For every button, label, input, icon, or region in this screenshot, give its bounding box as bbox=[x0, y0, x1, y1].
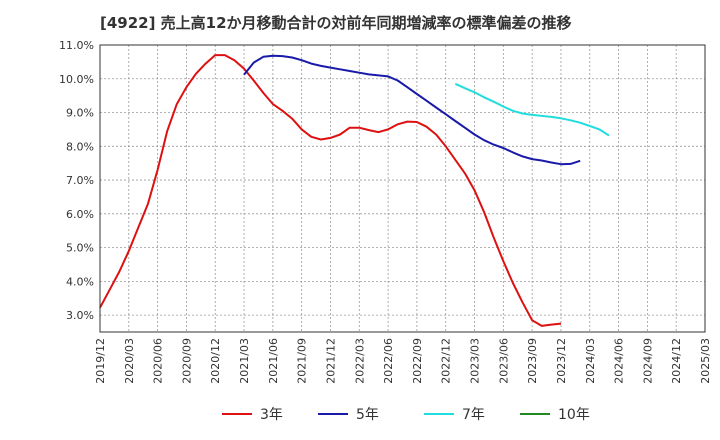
x-tick-label: 2021/03 bbox=[238, 338, 251, 384]
x-tick-label: 2020/06 bbox=[152, 338, 165, 384]
x-tick-label: 2024/06 bbox=[613, 338, 626, 384]
x-axis-ticks: 2019/12 2020/03 2020/06 2020/09 2020/12 2021/… bbox=[94, 338, 712, 384]
chart-title: [4922] 売上高12か月移動合計の対前年同期増減率の標準偏差の推移 bbox=[100, 14, 572, 32]
legend-label: 7年 bbox=[462, 407, 485, 423]
x-tick-label: 2022/03 bbox=[353, 338, 366, 384]
grid bbox=[99, 44, 706, 332]
series-line-2 bbox=[243, 54, 581, 166]
x-tick-label: 2023/06 bbox=[497, 338, 510, 384]
x-tick-label: 2021/06 bbox=[267, 338, 280, 384]
legend-item: 5年 bbox=[318, 404, 379, 424]
x-tick-label: 2024/09 bbox=[641, 338, 654, 384]
x-tick-label: 2022/12 bbox=[440, 338, 453, 384]
y-tick-label: 7.0% bbox=[66, 174, 94, 187]
legend-swatch bbox=[318, 413, 348, 415]
y-tick-label: 5.0% bbox=[66, 242, 94, 255]
legend-swatch bbox=[520, 413, 550, 415]
x-tick-label: 2020/12 bbox=[209, 338, 222, 384]
y-tick-label: 10.0% bbox=[59, 73, 94, 86]
y-tick-label: 3.0% bbox=[66, 309, 94, 322]
legend: 3年 5年 7年 10年 bbox=[0, 404, 720, 428]
y-tick-label: 6.0% bbox=[66, 208, 94, 221]
y-tick-label: 8.0% bbox=[66, 140, 94, 153]
x-tick-label: 2021/09 bbox=[296, 338, 309, 384]
x-tick-label: 2020/09 bbox=[180, 338, 193, 384]
series-line-3 bbox=[454, 82, 610, 137]
x-tick-label: 2022/06 bbox=[382, 338, 395, 384]
legend-label: 5年 bbox=[356, 407, 379, 423]
x-tick-label: 2020/03 bbox=[123, 338, 136, 384]
x-tick-label: 2024/12 bbox=[670, 338, 683, 384]
x-tick-label: 2021/12 bbox=[324, 338, 337, 384]
series-lines bbox=[99, 54, 610, 327]
legend-label: 3年 bbox=[260, 407, 283, 423]
legend-item: 7年 bbox=[424, 404, 485, 424]
y-tick-label: 11.0% bbox=[59, 39, 94, 52]
y-axis-ticks: 3.0% 4.0% 5.0% 6.0% 7.0% 8.0% 9.0% 10.0% 11.0% bbox=[59, 39, 94, 322]
legend-label: 10年 bbox=[558, 407, 590, 423]
x-tick-label: 2024/03 bbox=[584, 338, 597, 384]
series-line-1 bbox=[99, 54, 562, 327]
legend-item: 3年 bbox=[222, 404, 283, 424]
y-tick-label: 9.0% bbox=[66, 107, 94, 120]
legend-item: 10年 bbox=[520, 404, 590, 424]
legend-swatch bbox=[424, 413, 454, 415]
x-tick-label: 2022/09 bbox=[411, 338, 424, 384]
legend-swatch bbox=[222, 413, 252, 415]
x-tick-label: 2025/03 bbox=[699, 338, 712, 384]
x-tick-label: 2023/03 bbox=[469, 338, 482, 384]
x-tick-label: 2019/12 bbox=[94, 338, 107, 384]
x-tick-label: 2023/12 bbox=[555, 338, 568, 384]
x-tick-label: 2023/09 bbox=[526, 338, 539, 384]
y-tick-label: 4.0% bbox=[66, 275, 94, 288]
plot-frame bbox=[99, 44, 706, 333]
